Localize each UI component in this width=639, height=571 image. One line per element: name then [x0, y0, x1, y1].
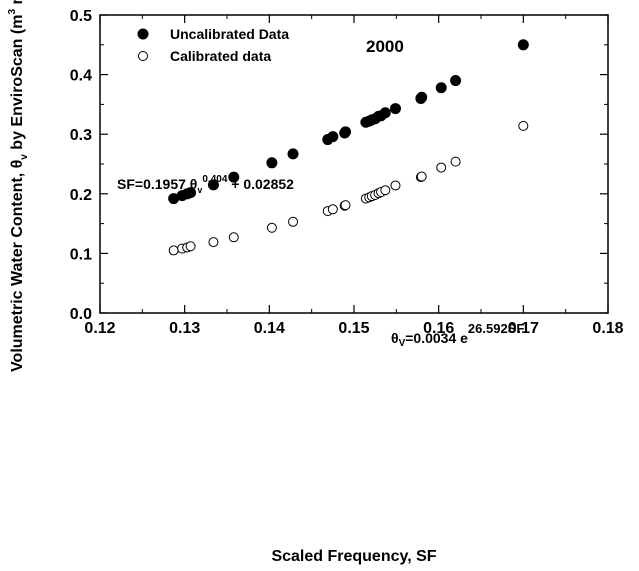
x-tick-label: 0.18 [592, 320, 623, 337]
calibrated-data-point [518, 120, 529, 131]
uncalibrated-data-point [228, 171, 240, 183]
y-axis-title-sup1: 3 [7, 9, 18, 15]
uncalibrated-data-point [207, 179, 219, 191]
eq1-sup: 0.404 [202, 174, 227, 185]
uncalibrated-data-point [379, 107, 391, 119]
calibrated-data-point [208, 237, 219, 248]
equation-uncalibrated: SF=0.1957 θv0.404 + 0.02852 [117, 174, 294, 195]
legend-label-uncalibrated: Uncalibrated Data [170, 26, 289, 42]
uncalibrated-data-point [287, 148, 299, 160]
data-points [168, 39, 529, 256]
y-axis-title-mid: by EnviroScan (m [9, 15, 26, 155]
calibrated-data-point [450, 156, 461, 167]
uncalibrated-data-point [435, 82, 447, 94]
eq1-sub: v [197, 185, 202, 195]
eq2-sub: V [399, 338, 406, 349]
y-tick-label: 0.2 [70, 187, 92, 204]
uncalibrated-data-point [389, 103, 401, 115]
y-tick-label: 0.3 [70, 127, 92, 144]
calibrated-data-point [168, 245, 179, 256]
y-tick-label: 0.4 [70, 68, 92, 85]
x-tick-label: 0.13 [169, 320, 200, 337]
calibrated-data-point [185, 241, 196, 252]
y-tick-label: 0.5 [70, 8, 92, 25]
legend-marker-calibrated [138, 51, 148, 61]
calibrated-data-point [340, 200, 351, 211]
eq2-mid: =0.0034 e [405, 330, 468, 346]
uncalibrated-data-point [185, 187, 197, 199]
y-tick-label: 0.1 [70, 246, 92, 263]
y-axis-title: Volumetric Water Content, θv by EnviroSc… [7, 0, 30, 372]
calibrated-data-point [266, 222, 277, 233]
y-tick-label: 0.0 [70, 306, 92, 323]
calibrated-data-point [436, 162, 447, 173]
calibrated-data-point [327, 204, 338, 215]
x-tick-label: 0.17 [508, 320, 539, 337]
x-axis-title: Scaled Frequency, SF [271, 548, 436, 565]
x-tick-label: 0.12 [84, 320, 115, 337]
y-axis-title-pre: Volumetric Water Content, θ [9, 160, 26, 372]
eq1-pre: SF=0.1957 θ [117, 176, 197, 192]
eq1-post: + 0.02852 [227, 176, 294, 192]
y-axis-title-mid2: m [9, 0, 26, 9]
uncalibrated-data-point [517, 39, 529, 51]
uncalibrated-data-point [327, 131, 339, 143]
uncalibrated-data-point [340, 126, 352, 138]
eq2-pre: θ [391, 330, 399, 346]
x-tick-label: 0.14 [254, 320, 285, 337]
calibrated-data-point [228, 232, 239, 243]
legend-marker-uncalibrated [137, 28, 149, 40]
axis-tick-labels: 0.12 0.13 0.14 0.15 0.16 0.17 0.18 0.0 0.1 0.2 0.3… [70, 8, 624, 337]
legend: Uncalibrated Data Calibrated data [137, 26, 289, 64]
x-tick-label: 0.15 [338, 320, 369, 337]
equation-calibrated: θV=0.0034 e26.592SF [391, 321, 524, 349]
year-annotation: 2000 [366, 37, 404, 56]
calibrated-data-point [390, 180, 401, 191]
uncalibrated-data-point [266, 157, 278, 169]
eq2-sup: 26.592SF [468, 321, 524, 336]
x-tick-label: 0.16 [423, 320, 454, 337]
calibrated-data-point [416, 171, 427, 182]
uncalibrated-data-point [450, 75, 462, 87]
calibrated-data-point [288, 216, 299, 227]
uncalibrated-data-point [416, 91, 428, 103]
calibrated-data-point [380, 185, 391, 196]
legend-label-calibrated: Calibrated data [170, 48, 271, 64]
y-axis-title-sub: v [19, 154, 30, 160]
axis-ticks [99, 14, 609, 314]
